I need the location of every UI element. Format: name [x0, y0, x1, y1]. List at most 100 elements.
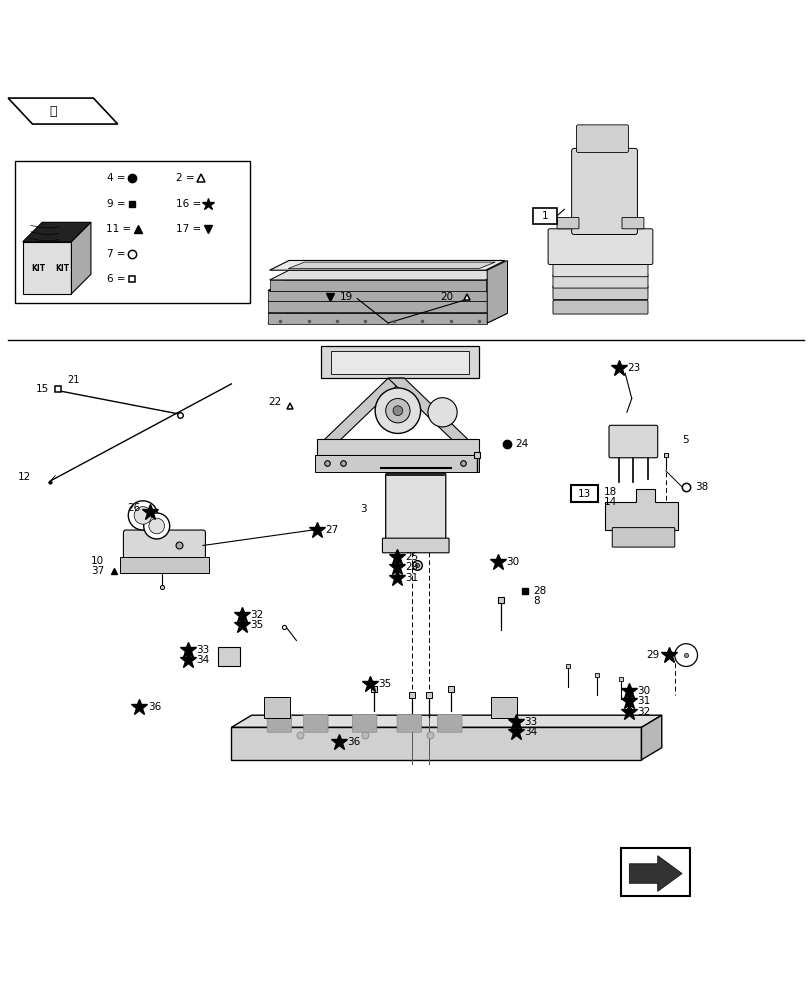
Circle shape [674, 644, 697, 666]
Text: KIT: KIT [31, 264, 45, 273]
Circle shape [393, 406, 402, 416]
Circle shape [385, 399, 410, 423]
Text: 11 =: 11 = [106, 224, 131, 234]
Text: 30: 30 [505, 557, 518, 567]
FancyBboxPatch shape [552, 286, 647, 299]
FancyBboxPatch shape [123, 530, 205, 561]
Text: 10: 10 [91, 556, 104, 566]
Polygon shape [331, 351, 468, 374]
Polygon shape [268, 280, 507, 291]
Polygon shape [268, 301, 487, 312]
Text: 35: 35 [378, 679, 391, 689]
Text: 7 =: 7 = [107, 249, 126, 259]
FancyBboxPatch shape [621, 217, 643, 229]
Text: 32: 32 [250, 610, 263, 620]
Circle shape [134, 507, 152, 524]
Text: 21: 21 [67, 375, 79, 385]
Text: 32: 32 [637, 707, 650, 717]
Polygon shape [71, 222, 91, 294]
FancyBboxPatch shape [15, 161, 250, 303]
Text: 24: 24 [515, 439, 528, 449]
FancyBboxPatch shape [611, 528, 674, 547]
Text: 5: 5 [681, 435, 688, 445]
Text: 34: 34 [196, 655, 209, 665]
Text: 2 =: 2 = [176, 173, 195, 183]
FancyBboxPatch shape [491, 697, 517, 718]
Text: 31: 31 [405, 573, 418, 583]
Text: 16 =: 16 = [176, 199, 201, 209]
Polygon shape [320, 346, 478, 378]
Text: 1: 1 [541, 211, 547, 221]
Text: 36: 36 [347, 737, 360, 747]
Text: 18: 18 [603, 487, 616, 497]
FancyBboxPatch shape [620, 848, 689, 896]
FancyBboxPatch shape [303, 714, 328, 732]
Text: 29: 29 [646, 650, 659, 660]
FancyBboxPatch shape [556, 217, 578, 229]
Circle shape [144, 513, 169, 539]
Text: 33: 33 [196, 645, 209, 655]
Text: 30: 30 [637, 686, 650, 696]
Polygon shape [23, 222, 91, 242]
Text: 29: 29 [405, 562, 418, 572]
FancyBboxPatch shape [120, 557, 209, 573]
Text: 9 =: 9 = [107, 199, 126, 209]
Text: 28: 28 [533, 586, 546, 596]
FancyBboxPatch shape [397, 714, 421, 732]
Polygon shape [388, 378, 469, 441]
Circle shape [427, 398, 457, 427]
Polygon shape [268, 291, 487, 301]
Polygon shape [323, 378, 404, 441]
Polygon shape [316, 439, 478, 455]
Text: 20: 20 [440, 292, 453, 302]
Text: 6 =: 6 = [107, 274, 126, 284]
Polygon shape [269, 270, 504, 280]
Polygon shape [487, 260, 507, 323]
Polygon shape [269, 260, 504, 270]
Polygon shape [23, 242, 71, 294]
FancyBboxPatch shape [608, 425, 657, 458]
FancyBboxPatch shape [382, 538, 448, 553]
Text: 8: 8 [533, 596, 539, 606]
Text: 14: 14 [603, 497, 616, 507]
FancyBboxPatch shape [437, 714, 461, 732]
Text: 33: 33 [524, 717, 537, 727]
FancyBboxPatch shape [264, 697, 290, 718]
Polygon shape [629, 856, 681, 891]
Text: 13: 13 [577, 489, 590, 499]
Text: 3: 3 [360, 504, 367, 514]
Text: 23: 23 [627, 363, 640, 373]
Text: 38: 38 [694, 482, 707, 492]
Polygon shape [268, 313, 487, 324]
FancyBboxPatch shape [576, 125, 628, 152]
Circle shape [375, 388, 420, 433]
Polygon shape [604, 489, 677, 530]
FancyBboxPatch shape [552, 263, 647, 277]
Polygon shape [315, 455, 478, 472]
Text: 25: 25 [405, 552, 418, 562]
FancyBboxPatch shape [571, 148, 637, 234]
Text: 15: 15 [36, 384, 49, 394]
Polygon shape [288, 262, 495, 269]
FancyBboxPatch shape [352, 714, 376, 732]
Text: 12: 12 [18, 472, 31, 482]
FancyBboxPatch shape [570, 485, 598, 502]
Text: 37: 37 [91, 566, 104, 576]
Text: 36: 36 [148, 702, 161, 712]
Polygon shape [268, 301, 507, 313]
FancyBboxPatch shape [385, 473, 445, 544]
Polygon shape [269, 280, 485, 291]
Polygon shape [231, 715, 661, 727]
Polygon shape [231, 727, 641, 760]
Text: 22: 22 [268, 397, 281, 407]
Polygon shape [641, 715, 661, 760]
FancyBboxPatch shape [217, 647, 240, 666]
Polygon shape [268, 313, 507, 323]
Text: 4 =: 4 = [107, 173, 126, 183]
Text: 35: 35 [250, 620, 263, 630]
FancyBboxPatch shape [532, 208, 556, 224]
Text: 31: 31 [637, 696, 650, 706]
FancyBboxPatch shape [547, 229, 652, 265]
Text: 17 =: 17 = [176, 224, 201, 234]
Polygon shape [8, 98, 118, 124]
